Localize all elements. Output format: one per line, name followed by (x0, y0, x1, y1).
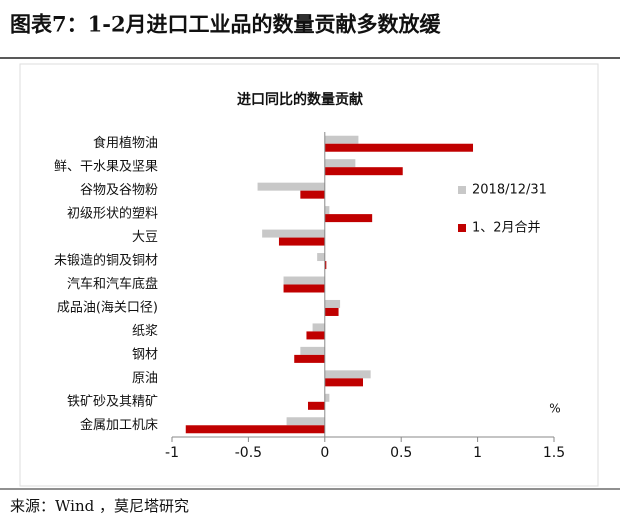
legend-swatch (458, 186, 466, 194)
y-tick-label: 汽车和汽车底盘 (67, 276, 158, 292)
bar (283, 276, 325, 285)
bar (294, 354, 325, 363)
y-tick-label: 成品油(海关口径) (57, 300, 158, 315)
chart-frame (19, 63, 599, 487)
bar (324, 206, 330, 215)
bar (324, 393, 330, 402)
y-tick-label: 纸浆 (132, 324, 158, 339)
chart-title: 进口同比的数量贡献 (237, 91, 363, 108)
bar (324, 307, 339, 316)
x-tick-label: 1.5 (543, 445, 565, 461)
bar (307, 401, 325, 410)
bar (324, 159, 356, 168)
y-tick-label: 谷物及谷物粉 (80, 183, 158, 198)
legend-swatch (458, 224, 466, 232)
bar (262, 229, 325, 238)
figure-title: 图表7：1-2月进口工业品的数量贡献多数放缓 (10, 12, 442, 37)
x-tick-label: 0.5 (390, 445, 412, 461)
x-tick-label: -0.5 (235, 445, 262, 461)
unit-label: % (549, 402, 560, 416)
bar (324, 214, 373, 223)
bar (306, 331, 325, 340)
y-tick-label: 钢材 (132, 347, 158, 362)
y-tick-label: 未锻造的铜及铜材 (54, 253, 158, 269)
y-tick-label: 原油 (132, 371, 158, 386)
bar (324, 143, 474, 152)
y-tick-label: 金属加工机床 (80, 417, 158, 433)
bar (317, 253, 325, 262)
bar (300, 190, 325, 199)
bar (185, 425, 325, 434)
bar (324, 261, 327, 270)
x-tick-label: -1 (165, 445, 179, 461)
bar (312, 323, 325, 332)
bar (283, 284, 325, 293)
y-tick-label: 鲜、干水果及坚果 (54, 160, 158, 175)
bar (286, 417, 325, 426)
bar (278, 237, 325, 246)
y-tick-label: 大豆 (132, 230, 158, 245)
legend-label: 1、2月合并 (472, 221, 541, 236)
source: 来源：Wind ，莫尼塔研究 (10, 497, 189, 515)
bar (324, 167, 403, 176)
x-tick-label: 1 (473, 445, 482, 461)
bar (324, 299, 341, 308)
bar (257, 182, 325, 191)
y-tick-label: 铁矿砂及其精矿 (67, 394, 158, 409)
legend-label: 2018/12/31 (472, 183, 547, 198)
y-tick-label: 食用植物油 (93, 135, 158, 151)
x-tick-label: 0 (320, 445, 329, 461)
bar (324, 378, 363, 387)
bar (300, 346, 325, 355)
bar (324, 370, 371, 379)
y-tick-label: 初级形状的塑料 (67, 206, 158, 222)
bar (324, 135, 359, 144)
